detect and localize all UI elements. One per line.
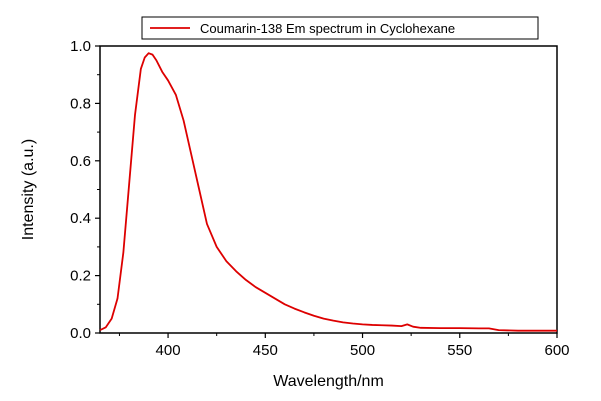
series-layer <box>99 52 557 332</box>
plot-frame <box>99 45 558 334</box>
y-axis-title: Intensity (a.u.) <box>20 139 37 240</box>
x-tick-label: 400 <box>156 342 181 359</box>
x-tick-label: 450 <box>253 342 278 359</box>
plot-area <box>99 45 558 334</box>
y-tick-label: 0.6 <box>70 153 91 170</box>
x-axis: 400 450 500 550 600 <box>118 333 570 359</box>
x-tick-label: 550 <box>447 342 472 359</box>
y-axis: 0.0 0.2 0.4 0.6 0.8 1.0 <box>70 38 100 342</box>
legend: Coumarin-138 Em spectrum in Cyclohexane <box>141 16 539 40</box>
y-tick-label: 0.0 <box>70 325 91 342</box>
y-tick-label: 0.4 <box>70 210 91 227</box>
x-tick-label: 600 <box>544 342 569 359</box>
y-tick-label: 0.8 <box>70 95 91 112</box>
y-tick-label: 1.0 <box>70 38 91 55</box>
legend-box <box>141 16 539 40</box>
x-tick-label: 500 <box>350 342 375 359</box>
series-line <box>99 52 557 332</box>
legend-label: Coumarin-138 Em spectrum in Cyclohexane <box>200 21 455 36</box>
y-tick-label: 0.2 <box>70 268 91 285</box>
x-axis-title: Wavelength/nm <box>273 373 384 390</box>
